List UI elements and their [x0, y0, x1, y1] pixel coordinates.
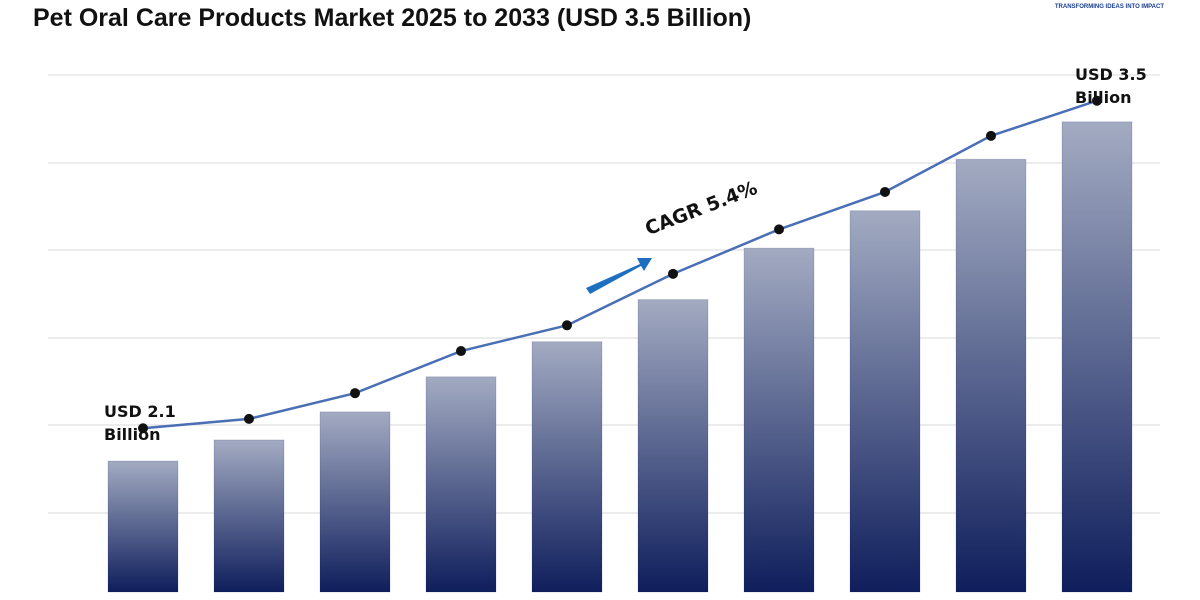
- trend-point: [562, 320, 572, 331]
- bar: [743, 247, 815, 593]
- trend-point: [244, 413, 254, 424]
- bar: [531, 341, 603, 593]
- trend-point: [880, 186, 890, 197]
- bar: [319, 411, 391, 593]
- bar: [1061, 121, 1133, 593]
- logo-tagline: TRANSFORMING IDEAS INTO IMPACT: [1054, 4, 1164, 10]
- trend-point: [1092, 95, 1102, 106]
- trend-point: [350, 388, 360, 399]
- trend-point: [456, 346, 466, 357]
- bar: [107, 460, 179, 593]
- trend-point: [986, 130, 996, 141]
- chart-title: Pet Oral Care Products Market 2025 to 20…: [33, 4, 752, 32]
- bar: [637, 299, 709, 593]
- bar: [955, 158, 1027, 593]
- bar: [425, 376, 497, 593]
- bar: [849, 210, 921, 593]
- end-label: USD 3.5 Billion: [1075, 65, 1147, 107]
- trend-point: [138, 423, 148, 434]
- bar: [213, 439, 285, 593]
- start-label: USD 2.1 Billion: [104, 402, 176, 444]
- trend-line: [142, 99, 1098, 430]
- trend-point: [774, 224, 784, 235]
- trend-point: [668, 268, 678, 279]
- cagr-arrow: [586, 258, 652, 294]
